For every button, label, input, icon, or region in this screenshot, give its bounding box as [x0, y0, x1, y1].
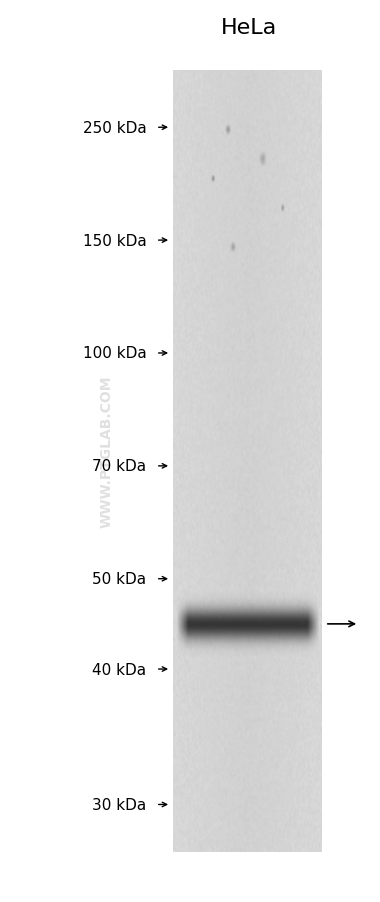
Text: 30 kDa: 30 kDa	[92, 797, 146, 812]
Text: 70 kDa: 70 kDa	[92, 459, 146, 474]
Text: 150 kDa: 150 kDa	[82, 234, 146, 248]
Text: 250 kDa: 250 kDa	[82, 121, 146, 135]
Text: WWW.PTGLAB.COM: WWW.PTGLAB.COM	[100, 375, 113, 527]
Text: 100 kDa: 100 kDa	[82, 346, 146, 361]
Text: 40 kDa: 40 kDa	[92, 662, 146, 676]
Text: 50 kDa: 50 kDa	[92, 572, 146, 586]
Text: HeLa: HeLa	[221, 18, 277, 38]
